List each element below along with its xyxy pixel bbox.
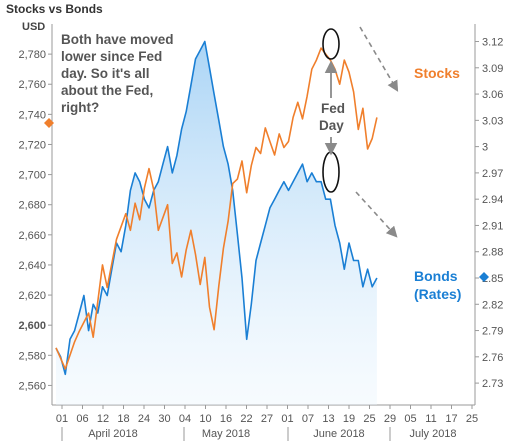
month-label: June 2018 [313,428,364,440]
right-tick-label: 3.06 [482,89,503,101]
annotation-note: Both have moved lower since Fed day. So … [61,32,174,115]
right-axis-ticks: 2.732.762.792.822.852.882.912.942.9733.0… [475,37,503,390]
fed-day-circle-stocks [322,28,340,60]
trend-arrow-bonds [355,191,398,238]
right-tick-label: 3.09 [482,63,503,75]
x-tick-label: 17 [445,413,457,425]
left-tick-label: 2,640 [18,260,46,272]
note-line-2: lower since Fed [61,49,162,64]
right-tick-label: 2.79 [482,326,503,338]
right-tick-label: 2.91 [482,220,503,232]
right-tick-label: 2.76 [482,352,503,364]
left-tick-label: 2,600 [18,320,46,332]
bonds-current-marker [479,272,489,282]
x-tick-label: 30 [158,413,170,425]
left-tick-label: 2,560 [18,380,46,392]
month-label: May 2018 [202,428,250,440]
note-line-3: day. So it's all [61,66,150,81]
x-tick-label: 25 [466,413,478,425]
bonds-series-label-2: (Rates) [414,286,461,302]
x-tick-label: 06 [76,413,88,425]
x-tick-label: 19 [343,413,355,425]
note-line-5: right? [61,100,99,115]
right-tick-label: 2.82 [482,299,503,311]
left-tick-label: 2,660 [18,230,46,242]
right-tick-label: 2.88 [482,247,503,259]
fed-day-label-2: Day [319,118,344,133]
month-label: April 2018 [88,428,138,440]
x-axis-months: April 2018 May 2018 June 2018 July 2018 [61,427,457,441]
x-tick-label: 29 [384,413,396,425]
x-tick-label: 04 [179,413,191,425]
stocks-current-marker [44,118,54,128]
x-tick-label: 22 [240,413,252,425]
left-tick-label: 2,720 [18,139,46,151]
bonds-series-label-1: Bonds [414,268,458,284]
x-tick-label: 01 [281,413,293,425]
x-tick-label: 18 [117,413,129,425]
note-line-1: Both have moved [61,32,174,47]
left-tick-label: 2,620 [18,290,46,302]
chart-title: Stocks vs Bonds [6,2,103,16]
trend-arrow-stocks [359,26,399,92]
left-tick-label: 2,700 [18,170,46,182]
left-tick-label: 2,760 [18,79,46,91]
left-tick-label: 2,580 [18,350,46,362]
bonds-series-line [55,40,378,376]
x-tick-label: 25 [363,413,375,425]
x-tick-label: 11 [425,413,436,425]
x-tick-label: 10 [199,413,211,425]
x-tick-label: 07 [302,413,314,425]
bonds-area-fill [56,41,377,405]
left-tick-label: 2,780 [18,49,46,61]
right-tick-label: 3.12 [482,37,503,49]
month-label: July 2018 [409,428,456,440]
right-tick-label: 2.97 [482,168,503,180]
left-axis-ticks: 2,560 2,580 2,600 2,620 2,640 2,660 2,680 2,700… [18,49,52,392]
x-tick-label: 12 [97,413,109,425]
x-tick-label: 01 [56,413,68,425]
right-tick-label: 2.94 [482,194,503,206]
x-tick-label: 13 [322,413,334,425]
x-axis-day-ticks: 01 06 12 18 24 30 04 10 16 22 27 01 07 13 19 25 29 05 11 17… [56,405,478,425]
x-tick-label: 05 [404,413,416,425]
x-tick-label: 27 [261,413,273,425]
left-tick-label: 2,680 [18,200,46,212]
right-tick-label: 3.03 [482,115,503,127]
fed-day-circle-bonds [322,151,340,193]
left-axis-unit: USD [22,21,45,33]
stocks-series-label: Stocks [414,65,460,81]
fed-day-label-1: Fed [321,101,345,116]
note-line-4: about the Fed, [61,83,153,98]
right-tick-label: 2.73 [482,378,503,390]
right-tick-label: 3 [482,142,488,154]
x-tick-label: 16 [220,413,232,425]
left-tick-label: 2,740 [18,109,46,121]
x-tick-label: 24 [138,413,150,425]
